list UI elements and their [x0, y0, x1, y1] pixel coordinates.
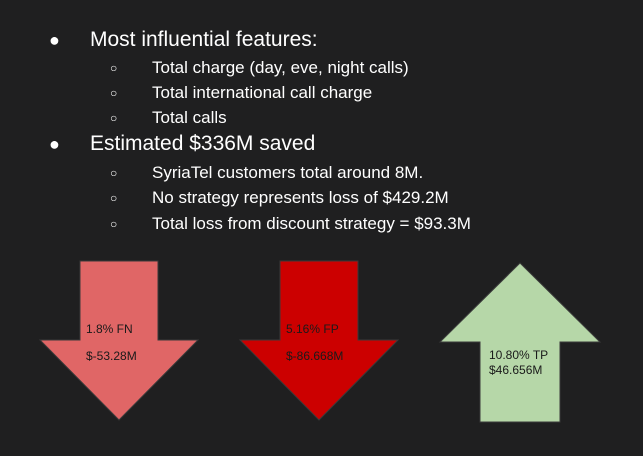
sub-bullet-no-strategy-loss: No strategy represents loss of $429.2M [152, 188, 449, 207]
sub-bullet-dot: ○ [110, 61, 118, 75]
sub-bullet-dot: ○ [110, 166, 118, 180]
fn-down-arrow [38, 260, 200, 421]
fp-rate-label: 5.16% FP [286, 322, 339, 336]
bullet-estimated-saved: Estimated $336M saved [90, 132, 316, 155]
tp-arrow-shape [438, 262, 602, 423]
fp-arrow-shape [238, 260, 400, 421]
bullet-most-influential-features: Most influential features: [90, 28, 318, 51]
fp-amount-label: $-86.668M [286, 349, 344, 363]
sub-bullet-international-charge: Total international call charge [152, 83, 373, 102]
sub-bullet-discount-strategy-loss: Total loss from discount strategy = $93.… [152, 214, 471, 233]
fn-amount-label: $-53.28M [86, 349, 137, 363]
sub-bullet-dot: ○ [110, 217, 118, 231]
fn-rate-label: 1.8% FN [86, 322, 133, 336]
sub-bullet-total-charge: Total charge (day, eve, night calls) [152, 58, 409, 77]
sub-bullet-total-calls: Total calls [152, 108, 227, 127]
tp-amount-label: $46.656M [489, 363, 543, 377]
sub-bullet-dot: ○ [110, 191, 118, 205]
fp-down-arrow [238, 260, 400, 421]
sub-bullet-dot: ○ [110, 86, 118, 100]
sub-bullet-dot: ○ [110, 111, 118, 125]
bullet-dot: ● [49, 134, 60, 154]
tp-up-arrow [438, 262, 602, 423]
tp-rate-label: 10.80% TP [489, 348, 549, 362]
sub-bullet-customers-total: SyriaTel customers total around 8M. [152, 163, 424, 182]
fn-arrow-shape [38, 260, 200, 421]
bullet-dot: ● [49, 30, 60, 50]
